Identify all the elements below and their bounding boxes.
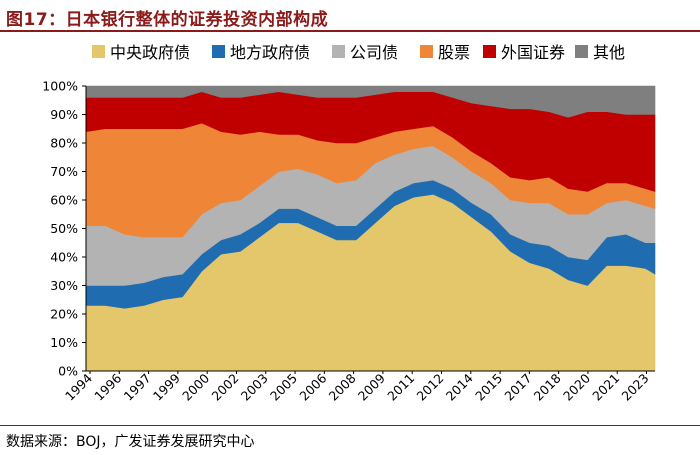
y-tick-label: 20% [50, 307, 78, 322]
x-tick-label: 2020 [560, 370, 593, 403]
x-tick-label: 2005 [267, 371, 300, 404]
x-tick-label: 2018 [531, 370, 564, 403]
chart-legend: 中央政府债 地方政府债 公司债 股票 外国证券 其他 [0, 40, 700, 64]
title-divider [0, 30, 700, 32]
y-tick-label: 10% [50, 335, 78, 350]
x-tick-label: 2023 [619, 371, 652, 404]
y-tick-label: 0% [58, 364, 78, 379]
y-tick-label: 90% [50, 107, 78, 122]
legend-label: 公司债 [350, 43, 399, 62]
legend-swatch [575, 44, 588, 58]
x-tick-label: 2009 [355, 370, 388, 403]
legend-central-gov-bonds: 中央政府债 [92, 40, 190, 62]
y-tick-label: 60% [50, 193, 78, 208]
legend-swatch [483, 44, 496, 58]
legend-label: 股票 [438, 43, 471, 62]
legend-label: 地方政府债 [230, 43, 311, 62]
x-tick-label: 2014 [443, 370, 476, 403]
x-tick-label: 1996 [91, 370, 124, 403]
footer-divider [0, 425, 700, 426]
legend-label: 外国证券 [501, 43, 566, 62]
legend-label: 其他 [593, 43, 626, 62]
legend-swatch [332, 44, 345, 58]
legend-others: 其他 [575, 40, 625, 62]
x-tick-label: 2002 [208, 371, 241, 404]
x-tick-label: 2000 [179, 370, 212, 403]
source-note: 数据来源：BOJ，广发证券发展研究中心 [6, 434, 255, 450]
figure-title: 图17：日本银行整体的证券投资内部构成 [6, 10, 329, 30]
x-tick-label: 2011 [384, 371, 417, 404]
legend-local-gov-bonds: 地方政府债 [212, 40, 310, 62]
x-tick-label: 2021 [589, 371, 622, 404]
y-tick-label: 50% [50, 221, 78, 236]
x-tick-label: 1997 [121, 371, 154, 404]
legend-label: 中央政府债 [110, 43, 191, 62]
area-series-group [85, 85, 656, 372]
x-tick-label: 2015 [472, 371, 505, 404]
legend-corporate-bonds: 公司债 [332, 40, 398, 62]
y-tick-label: 40% [50, 250, 78, 265]
y-tick-label: 80% [50, 136, 78, 151]
legend-swatch [212, 44, 225, 58]
x-tick-label: 1999 [150, 370, 183, 403]
stacked-area-chart: 0%10%20%30%40%50%60%70%80%90%100%1994199… [42, 79, 656, 404]
x-tick-label: 2017 [501, 371, 534, 404]
legend-stocks: 股票 [420, 40, 470, 62]
x-tick-label: 2008 [326, 370, 359, 403]
legend-swatch [92, 44, 105, 58]
legend-foreign-securities: 外国证券 [483, 40, 565, 62]
figure-header: 图17：日本银行整体的证券投资内部构成 [0, 0, 700, 30]
y-tick-label: 100% [42, 79, 78, 94]
y-tick-label: 30% [50, 278, 78, 293]
legend-swatch [420, 44, 433, 58]
x-tick-label: 2003 [238, 371, 271, 404]
y-tick-label: 70% [50, 164, 78, 179]
x-tick-label: 2012 [414, 371, 447, 404]
x-tick-label: 2006 [296, 370, 329, 403]
area-series-6 [85, 85, 656, 118]
